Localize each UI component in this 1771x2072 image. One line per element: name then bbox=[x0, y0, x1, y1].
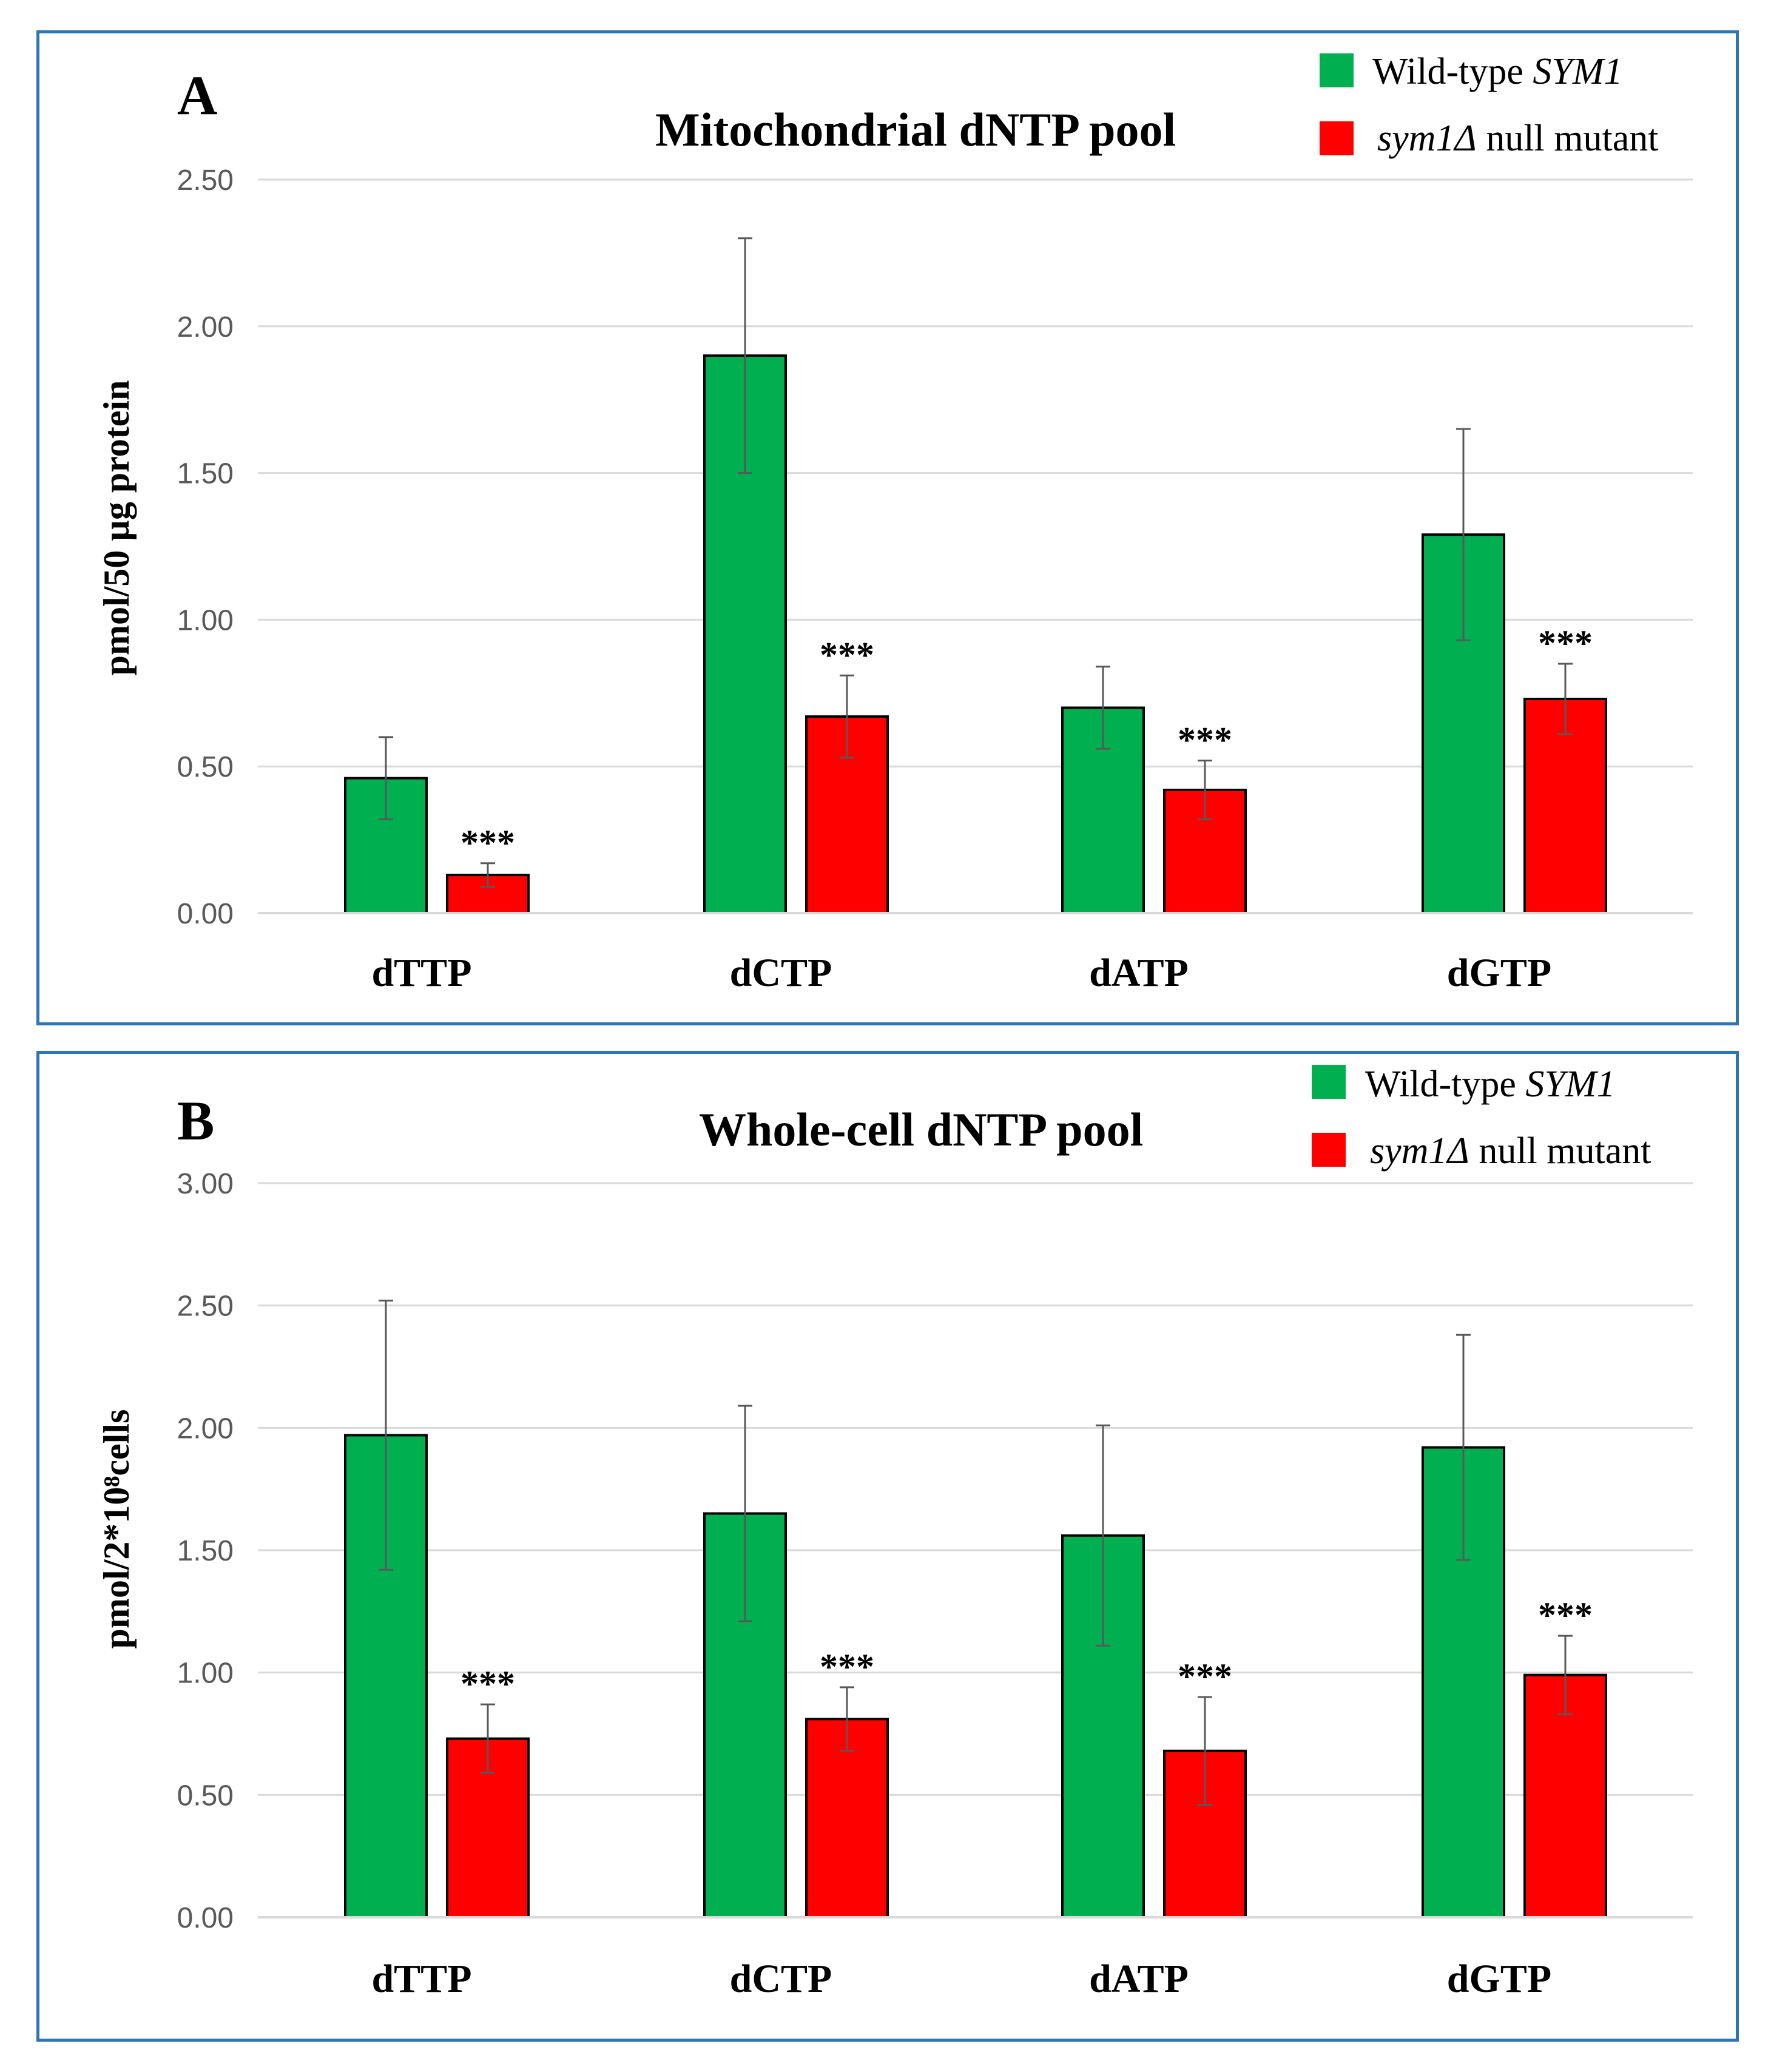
panel-a-category-label-dgtp: dGTP bbox=[1447, 951, 1551, 995]
panel-a-y-tick-label: 1.00 bbox=[177, 604, 234, 636]
panel-a-significance-dttp: *** bbox=[460, 823, 515, 863]
panel-b-letter: B bbox=[177, 1090, 214, 1152]
panel-b-bar-dctp-mutant bbox=[805, 1718, 889, 1919]
panel-a-y-tick-label: 0.00 bbox=[177, 898, 234, 930]
panel-b-significance-dctp: *** bbox=[820, 1647, 874, 1687]
panel-b-significance-dgtp: *** bbox=[1538, 1595, 1593, 1635]
panel-a-legend-wild-type-swatch bbox=[1320, 53, 1354, 87]
panel-a-plot-area: 0.00 0.50 1.00 1.50 2.00 2.50 *** dTTP *** dCTP **… bbox=[177, 164, 1693, 995]
panel-b-title: Whole-cell dNTP pool bbox=[699, 1103, 1143, 1156]
panel-a-category-label-dctp: dCTP bbox=[730, 951, 832, 995]
panel-b-y-tick-label: 1.50 bbox=[177, 1535, 234, 1567]
panel-a-y-axis-label: pmol/50 µg protein bbox=[96, 380, 137, 676]
panel-b-legend-wild-type-label: Wild-type SYM1 bbox=[1365, 1064, 1616, 1105]
panel-a-legend-mutant-swatch bbox=[1320, 121, 1354, 155]
panel-b-category-label-dttp: dTTP bbox=[371, 1957, 471, 2001]
panel-b-y-tick-label: 2.50 bbox=[177, 1291, 234, 1323]
panel-a-y-tick-label: 1.50 bbox=[177, 458, 234, 490]
panel-a-y-tick-label: 2.00 bbox=[177, 311, 234, 343]
panel-a-legend-wild-type-label: Wild-type SYM1 bbox=[1372, 51, 1623, 92]
panel-b-y-tick-label: 1.00 bbox=[177, 1658, 234, 1690]
panel-a-letter: A bbox=[177, 64, 217, 126]
panel-a-significance-dgtp: *** bbox=[1538, 623, 1593, 663]
panel-b-category-label-dctp: dCTP bbox=[730, 1957, 832, 2001]
panel-b-y-tick-label: 2.00 bbox=[177, 1412, 234, 1445]
panel-b-plot-area: 0.00 0.50 1.00 1.50 2.00 2.50 3.00 *** dTTP *** dC… bbox=[177, 1168, 1693, 2001]
panel-b-y-axis-label: pmol/2*10⁸cells bbox=[96, 1409, 137, 1649]
panel-b-y-tick-label: 3.00 bbox=[177, 1168, 234, 1200]
panel-b-y-tick-label: 0.00 bbox=[177, 1902, 234, 1934]
panel-b-legend-wild-type-swatch bbox=[1312, 1065, 1346, 1099]
panel-b-legend-mutant-label: sym1Δ null mutant bbox=[1370, 1130, 1651, 1172]
panel-a-significance-datp: *** bbox=[1178, 720, 1232, 760]
panel-b-category-label-dgtp: dGTP bbox=[1447, 1957, 1551, 2001]
panel-b-category-label-datp: dATP bbox=[1089, 1957, 1189, 2001]
panel-b-significance-dttp: *** bbox=[460, 1664, 515, 1704]
panel-b-significance-datp: *** bbox=[1178, 1656, 1232, 1696]
panel-b-legend-mutant-swatch bbox=[1312, 1133, 1346, 1167]
panel-a-category-label-dttp: dTTP bbox=[371, 951, 471, 995]
panel-a-title: Mitochondrial dNTP pool bbox=[655, 103, 1176, 156]
panel-a-legend-mutant-label: sym1Δ null mutant bbox=[1377, 118, 1658, 159]
panel-a-y-tick-label: 0.50 bbox=[177, 751, 234, 783]
panel-b-bar-dgtp-mutant bbox=[1523, 1673, 1607, 1918]
panel-a-y-tick-label: 2.50 bbox=[177, 164, 234, 197]
panel-a-significance-dctp: *** bbox=[820, 635, 874, 675]
panel-a-category-label-datp: dATP bbox=[1089, 951, 1189, 995]
panel-b-y-tick-label: 0.50 bbox=[177, 1780, 234, 1812]
